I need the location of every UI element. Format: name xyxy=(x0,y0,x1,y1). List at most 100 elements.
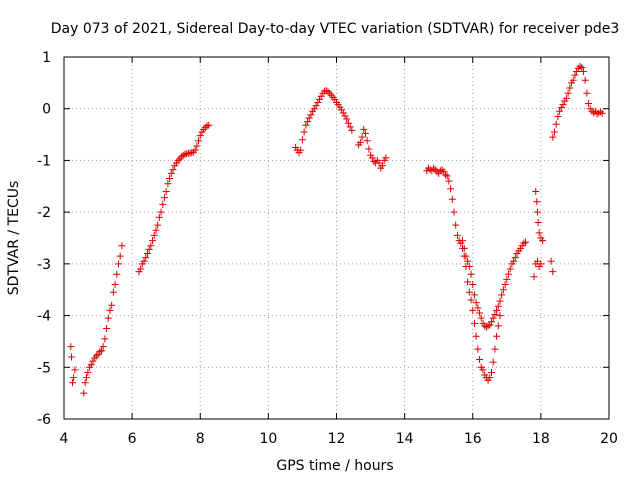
data-point xyxy=(167,169,175,177)
data-point xyxy=(365,145,373,153)
chart-title: Day 073 of 2021, Sidereal Day-to-day VTE… xyxy=(51,21,620,37)
x-tick-label: 6 xyxy=(128,431,137,447)
data-point xyxy=(470,291,478,299)
data-point xyxy=(191,146,199,154)
data-point xyxy=(557,104,565,112)
data-point xyxy=(310,105,318,113)
data-point xyxy=(450,208,458,216)
data-point xyxy=(157,208,165,216)
data-point xyxy=(150,231,158,239)
data-point xyxy=(96,348,104,356)
data-point xyxy=(469,281,477,289)
data-point xyxy=(448,195,456,203)
data-point xyxy=(183,150,191,158)
data-point xyxy=(70,374,78,382)
data-point xyxy=(363,137,371,145)
data-point xyxy=(155,213,163,221)
data-point xyxy=(442,171,449,179)
data-point xyxy=(581,76,589,84)
data-point xyxy=(547,257,555,265)
data-point xyxy=(160,194,168,202)
data-point xyxy=(109,288,117,296)
data-point xyxy=(174,156,182,164)
data-point xyxy=(356,138,364,146)
data-point xyxy=(159,200,167,208)
data-point xyxy=(537,260,545,268)
data-point xyxy=(143,250,151,258)
data-point xyxy=(487,318,495,326)
data-point xyxy=(370,157,378,165)
data-point xyxy=(496,312,504,320)
series-seg1 xyxy=(67,343,79,387)
data-point xyxy=(378,162,386,170)
data-point xyxy=(503,275,511,283)
data-point xyxy=(498,291,506,299)
data-point xyxy=(562,94,570,102)
y-tick-labels: -6 -5 -4 -3 -2 -1 0 1 xyxy=(37,50,51,428)
series-seg7 xyxy=(459,237,530,331)
y-tick-label: -5 xyxy=(37,360,51,376)
x-tick-label: 12 xyxy=(328,431,346,447)
grid-lines xyxy=(64,57,609,419)
data-point xyxy=(341,112,349,120)
data-point xyxy=(87,361,95,369)
data-point xyxy=(486,374,494,382)
data-point xyxy=(494,302,502,310)
data-point xyxy=(474,304,482,312)
series-seg5 xyxy=(355,125,390,172)
series-seg6 xyxy=(423,164,504,384)
data-point xyxy=(314,99,322,107)
data-point xyxy=(491,311,499,319)
data-point xyxy=(80,389,88,397)
data-point xyxy=(142,254,150,262)
data-point xyxy=(104,314,112,322)
data-point xyxy=(179,151,187,159)
data-point xyxy=(467,270,475,278)
data-markers xyxy=(67,62,606,397)
y-tick-label: 1 xyxy=(42,50,51,66)
data-point xyxy=(147,242,155,250)
data-point xyxy=(433,168,441,176)
data-point xyxy=(149,237,157,245)
data-point xyxy=(489,314,497,322)
data-point xyxy=(474,345,482,353)
data-point xyxy=(479,366,487,374)
x-tick-labels: 4 6 8 10 12 14 16 18 20 xyxy=(60,431,618,447)
data-point xyxy=(344,119,352,127)
data-point xyxy=(465,262,473,270)
data-point xyxy=(103,325,111,332)
data-point xyxy=(166,175,174,183)
data-point xyxy=(477,314,485,322)
data-point xyxy=(585,100,593,108)
data-point xyxy=(462,252,470,260)
data-point xyxy=(317,92,325,100)
data-point xyxy=(360,125,368,133)
data-point xyxy=(305,114,313,122)
y-tick-label: -6 xyxy=(37,412,51,428)
data-point xyxy=(331,95,339,103)
data-point xyxy=(445,177,453,185)
data-point xyxy=(152,226,160,234)
data-point xyxy=(84,368,92,376)
data-point xyxy=(460,244,468,252)
data-point xyxy=(459,237,467,245)
data-point xyxy=(339,109,347,117)
y-axis-label: SDTVAR / TECUs xyxy=(6,181,22,296)
data-point xyxy=(486,321,494,329)
data-point xyxy=(501,281,509,289)
data-point xyxy=(595,109,603,117)
data-point xyxy=(505,270,513,278)
data-point xyxy=(368,154,376,162)
data-point xyxy=(430,164,438,172)
data-point xyxy=(530,273,538,281)
data-point xyxy=(181,150,189,158)
data-point xyxy=(472,299,480,307)
series-seg3 xyxy=(135,121,213,276)
data-point xyxy=(324,88,332,96)
data-point xyxy=(67,343,75,351)
data-point xyxy=(476,356,484,364)
data-point xyxy=(118,242,126,250)
data-point xyxy=(556,107,564,115)
data-point xyxy=(304,118,312,126)
data-point xyxy=(69,379,77,387)
